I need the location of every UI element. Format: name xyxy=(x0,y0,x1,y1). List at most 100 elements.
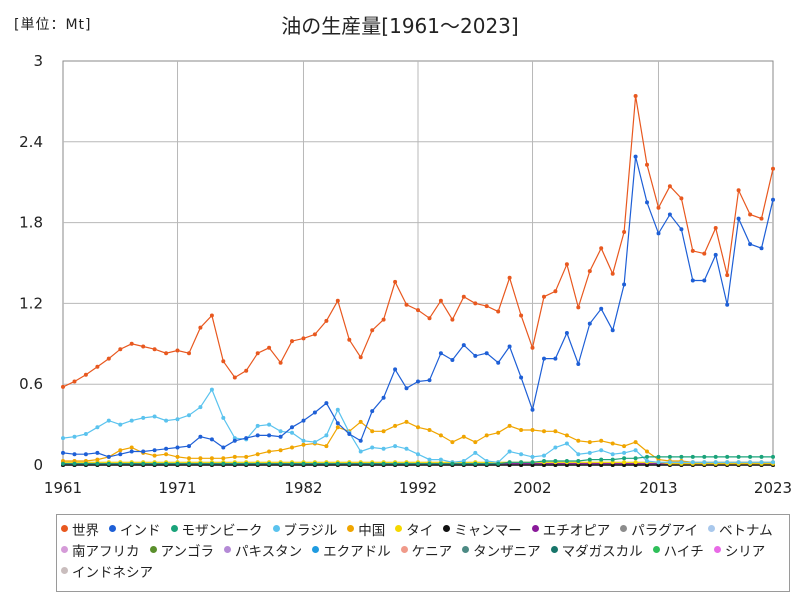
data-point xyxy=(232,454,237,459)
series-group xyxy=(61,94,775,467)
data-point xyxy=(564,441,569,446)
data-point xyxy=(404,419,409,424)
data-point xyxy=(702,460,707,465)
data-point xyxy=(335,425,340,430)
data-point xyxy=(152,461,157,466)
data-point xyxy=(771,197,775,202)
data-point xyxy=(290,461,294,466)
data-point xyxy=(358,355,363,360)
data-point xyxy=(209,461,214,466)
data-point xyxy=(95,450,100,455)
data-point xyxy=(141,344,146,349)
data-point xyxy=(187,351,191,356)
data-point xyxy=(164,446,169,451)
data-point xyxy=(244,436,249,441)
legend-swatch-icon xyxy=(223,546,231,553)
data-point xyxy=(496,430,501,435)
data-point xyxy=(610,271,615,276)
data-point xyxy=(61,384,65,389)
data-point xyxy=(519,375,524,380)
data-point xyxy=(278,429,283,434)
legend-label: タイ xyxy=(406,522,434,539)
data-point xyxy=(519,452,524,457)
data-point xyxy=(473,440,478,445)
data-point xyxy=(152,453,157,458)
data-point xyxy=(656,454,661,459)
legend-item: パキスタン xyxy=(223,539,302,560)
data-point xyxy=(564,433,569,438)
data-point xyxy=(507,423,512,428)
data-point xyxy=(438,351,443,356)
y-tick-label: 3 xyxy=(33,52,43,70)
data-point xyxy=(61,450,65,455)
data-point xyxy=(335,421,340,426)
data-point xyxy=(129,341,134,346)
legend-item: モザンビーク xyxy=(170,518,263,539)
data-point xyxy=(553,289,558,294)
data-point xyxy=(232,438,237,443)
data-point xyxy=(381,317,386,322)
data-point xyxy=(645,459,649,463)
legend-swatch-icon xyxy=(531,525,539,532)
data-point xyxy=(427,457,432,462)
data-point xyxy=(301,442,306,447)
x-tick-label: 1971 xyxy=(158,479,196,497)
data-point xyxy=(576,438,581,443)
legend-item: タンザニア xyxy=(462,539,541,560)
data-point xyxy=(576,452,581,457)
data-point xyxy=(725,454,730,459)
data-point xyxy=(656,231,661,236)
data-point xyxy=(599,306,604,311)
data-point xyxy=(736,188,741,193)
data-point xyxy=(713,252,718,257)
data-point xyxy=(393,279,398,284)
data-point xyxy=(198,325,203,330)
data-point xyxy=(702,454,707,459)
y-tick-label: 1.2 xyxy=(19,294,43,312)
data-point xyxy=(530,454,535,459)
data-point xyxy=(95,425,100,430)
data-point xyxy=(106,454,111,459)
data-point xyxy=(610,328,615,333)
data-point xyxy=(622,450,627,455)
data-point xyxy=(141,415,146,420)
data-point xyxy=(759,216,764,221)
data-point xyxy=(679,227,684,232)
data-point xyxy=(438,457,443,462)
legend-label: ハイチ xyxy=(663,543,704,560)
legend-item: ベトナム xyxy=(708,518,773,539)
data-point xyxy=(461,461,466,466)
data-point xyxy=(72,434,77,439)
unit-label: [単位：Mt] xyxy=(14,17,92,33)
data-point xyxy=(232,461,237,466)
data-point xyxy=(507,460,512,465)
data-point xyxy=(702,251,707,256)
data-point xyxy=(484,461,489,466)
data-point xyxy=(301,438,306,443)
data-point xyxy=(335,407,340,412)
data-point xyxy=(244,368,249,373)
x-tick-label: 2002 xyxy=(513,479,551,497)
data-point xyxy=(312,461,317,466)
data-point xyxy=(358,419,363,424)
legend-label: インドネシア xyxy=(72,564,153,581)
data-point xyxy=(381,461,386,466)
axes: 0 0.6 1.2 1.8 2.4 3 1961 1971 1982 1992 2002 2013 20… xyxy=(19,52,792,497)
data-point xyxy=(393,461,398,466)
data-point xyxy=(450,461,455,466)
data-point xyxy=(713,226,718,230)
data-point xyxy=(267,345,272,350)
data-point xyxy=(95,461,100,466)
data-point xyxy=(175,454,180,459)
data-point xyxy=(175,348,180,353)
data-point xyxy=(198,434,203,439)
data-point xyxy=(106,418,111,423)
data-point xyxy=(244,461,249,466)
data-point xyxy=(175,445,180,450)
legend-item: インド xyxy=(109,518,161,539)
data-point xyxy=(267,449,272,454)
data-point xyxy=(324,401,329,406)
data-point xyxy=(404,461,409,466)
data-point xyxy=(61,436,65,441)
data-point xyxy=(771,166,775,171)
